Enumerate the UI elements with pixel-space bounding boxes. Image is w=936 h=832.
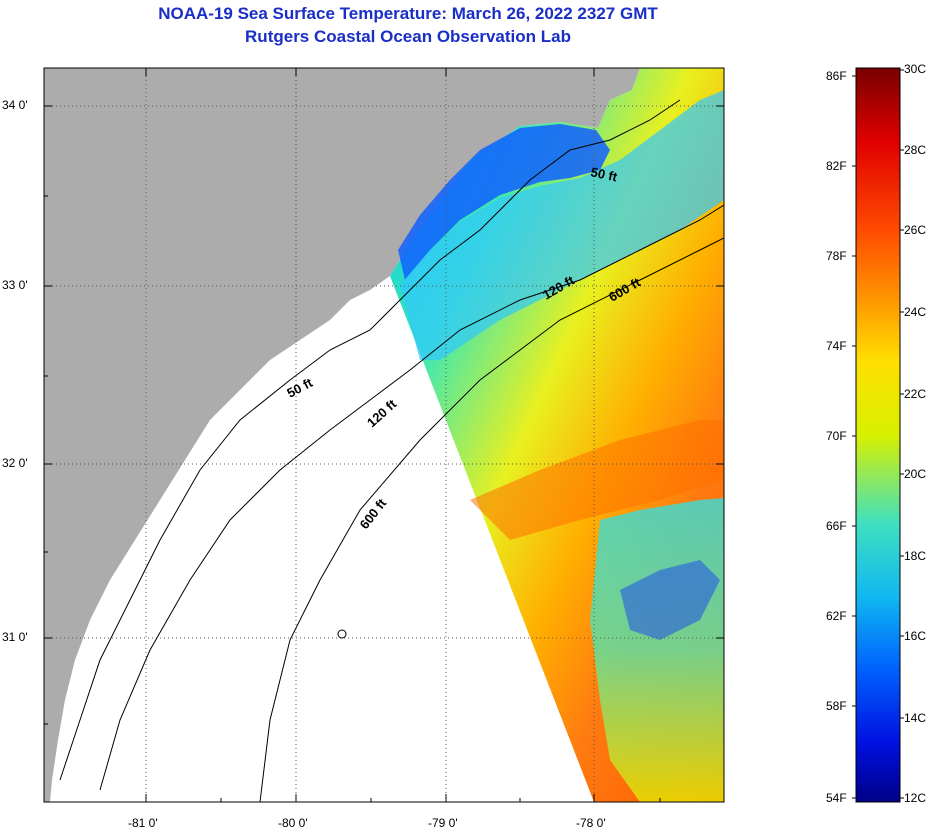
colorbar-f-82: 82F xyxy=(826,159,847,173)
axis-ticks xyxy=(44,68,724,802)
lon-label-81: -81 0' xyxy=(128,816,158,830)
isobath-120ft xyxy=(99,204,724,791)
graticule xyxy=(44,68,724,802)
land-area xyxy=(44,68,640,802)
lat-label-33: 33 0' xyxy=(2,278,28,292)
cool-shelf-water xyxy=(400,90,724,360)
colorbar-f-86: 86F xyxy=(826,69,847,83)
colorbar-c-28: 28C xyxy=(904,143,927,157)
blue-eddy xyxy=(620,560,720,640)
colorbar-c-26: 26C xyxy=(904,223,927,237)
southern-cool-patches xyxy=(590,498,724,802)
lat-label-34: 34 0' xyxy=(2,98,28,112)
isobath-50ft xyxy=(59,99,681,781)
map-title: NOAA-19 Sea Surface Temperature: March 2… xyxy=(158,4,658,23)
lat-label-32: 32 0' xyxy=(2,456,28,470)
colorbar-c-18: 18C xyxy=(904,549,927,563)
lon-label-78: -78 0' xyxy=(576,816,606,830)
isobath-600ft xyxy=(259,237,724,802)
isobath-lines xyxy=(59,99,724,802)
colorbar-f-70: 70F xyxy=(826,429,847,443)
colorbar-f-66: 66F xyxy=(826,519,847,533)
orange-core xyxy=(470,420,724,540)
label-50ft-ocean: 50 ft xyxy=(589,164,619,184)
lon-label-79: -79 0' xyxy=(428,816,458,830)
map-frame xyxy=(43,67,725,803)
colorbar xyxy=(855,67,901,803)
colorbar-f-74: 74F xyxy=(826,339,847,353)
colorbar-f-58: 58F xyxy=(826,699,847,713)
lon-label-80: -80 0' xyxy=(278,816,308,830)
cold-nearshore-water xyxy=(398,124,610,280)
colorbar-c-14: 14C xyxy=(904,711,927,725)
colorbar-f-78: 78F xyxy=(826,249,847,263)
colorbar-c-24: 24C xyxy=(904,305,927,319)
colorbar-c-16: 16C xyxy=(904,629,927,643)
map-subtitle: Rutgers Coastal Ocean Observation Lab xyxy=(245,27,571,46)
colorbar-c-30: 30C xyxy=(904,62,927,76)
colorbar-c-12: 12C xyxy=(904,791,927,805)
colorbar-f-62: 62F xyxy=(826,609,847,623)
seamount-contour xyxy=(337,629,347,639)
lat-label-31: 31 0' xyxy=(2,630,28,644)
colorbar-c-22: 22C xyxy=(904,387,927,401)
colorbar-f-54: 54F xyxy=(826,791,847,805)
colorbar-ticks xyxy=(852,69,904,799)
colorbar-c-20: 20C xyxy=(904,467,927,481)
